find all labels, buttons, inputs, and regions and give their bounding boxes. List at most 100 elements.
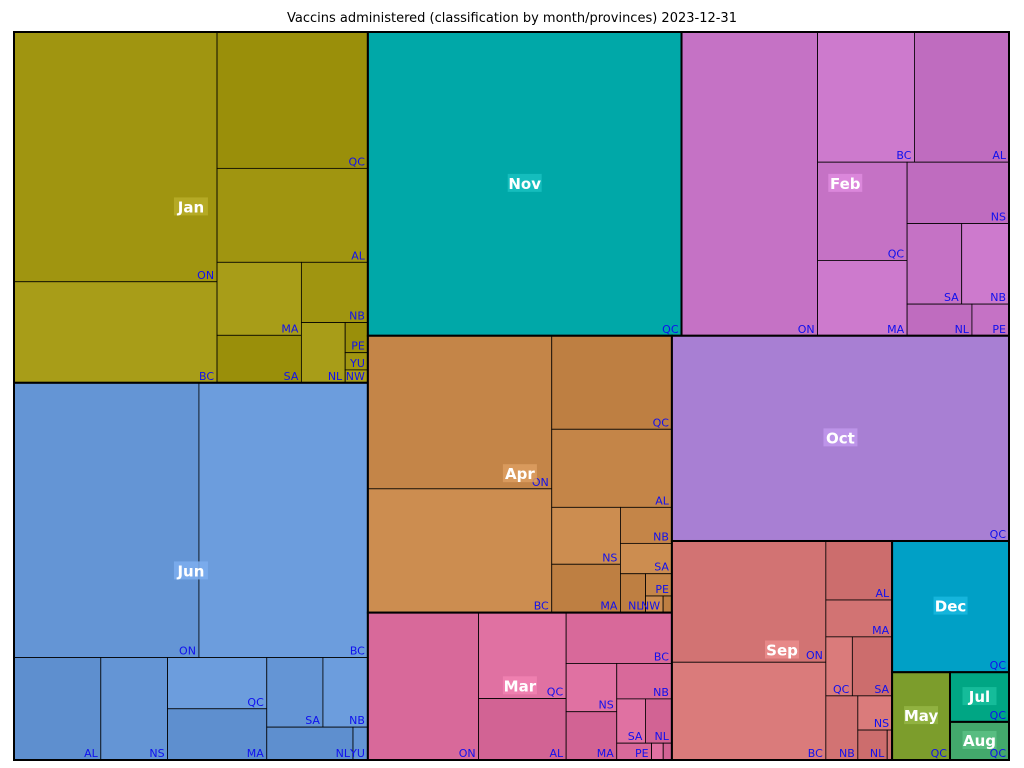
cell-jan-bc [13,281,218,384]
cell-label-jun-al: AL [84,747,99,760]
cell-mar-on [367,612,480,761]
cell-feb-al [914,31,1010,163]
cell-label-jun-on: ON [179,645,196,658]
cell-jan-on [13,31,218,283]
month-label-bg-nov [507,173,542,192]
cell-mar-yu [662,742,673,761]
cell-label-feb-qc: QC [888,247,905,260]
cell-label-feb-pe: PE [992,323,1006,336]
cell-label-sep-nl: NL [870,747,885,760]
month-label-may: May [904,707,939,725]
cell-label-jun-nl: NL [336,747,351,760]
cell-sep-qc [825,636,853,697]
cell-jun-ma [167,708,268,761]
cell-label-jun-bc: BC [350,645,365,658]
month-label-bg-jun [173,561,208,580]
month-block-mar: ON QC AL BC NS MA NB SA NL PE [366,611,673,761]
month-block-feb: ON BC AL QC MA NS SA NB NL PE [680,31,1010,337]
cell-label-jan-bc: BC [199,370,214,383]
cell-label-mar-nl: NL [655,730,670,743]
cell-label-jun-sa: SA [305,714,320,727]
cell-label-apr-nb: NB [653,530,669,543]
cell-feb-bc [817,31,915,163]
cell-jun-on [13,382,200,658]
month-label-bg-feb [828,173,863,192]
month-label-feb: Feb [830,175,861,193]
cell-mar-ma [565,711,618,761]
cell-label-feb-al: AL [992,149,1007,162]
cell-label-jan-nb: NB [349,310,365,323]
cell-jan-nb [300,261,369,323]
cell-jan-al [216,167,369,263]
cell-apr-ns [551,506,621,565]
cell-label-sep-qc: QC [833,683,850,696]
cell-label-sep-al: AL [875,587,890,600]
cell-sep-al [825,540,893,601]
month-label-bg-oct [823,428,858,447]
cell-label-feb-ns: NS [991,211,1006,224]
cell-label-dec-qc: QC [990,659,1007,672]
cell-label-apr-al: AL [655,494,670,507]
cell-sep-on [671,540,827,663]
cell-jan-sa [216,334,302,384]
cell-jan-ma [216,261,302,336]
cell-label-jan-sa: SA [284,370,299,383]
cell-label-mar-ns: NS [599,699,614,712]
cell-label-jun-nb: NB [349,714,365,727]
cell-sep-ns [857,695,893,731]
cell-apr-yu [662,595,673,614]
cell-label-sep-bc: BC [808,747,823,760]
cell-label-sep-nb: NB [839,747,855,760]
month-label-bg-jan [173,197,208,216]
cell-apr-al [551,428,673,508]
month-label-bg-apr [502,464,537,483]
cell-label-feb-on: ON [798,323,815,336]
month-label-bg-sep [765,640,800,659]
cell-feb-ns [906,161,1010,224]
cell-label-mar-ma: MA [597,747,614,760]
month-label-mar: Mar [504,677,537,695]
cell-apr-bc [367,488,553,614]
cell-label-sep-sa: SA [874,683,889,696]
cell-label-apr-nw: NW [641,600,660,613]
cell-label-sep-ma: MA [872,624,889,637]
cell-mar-al [478,698,567,761]
month-label-jul: Jul [968,688,990,706]
cell-label-oct-qc: QC [990,528,1007,541]
month-label-jun: Jun [176,562,204,580]
cell-sep-bc [671,661,827,761]
cell-label-jul-qc: QC [990,709,1007,722]
cell-label-jan-al: AL [351,249,366,262]
month-label-nov: Nov [508,175,541,193]
month-label-bg-mar [502,676,537,695]
cell-jun-al [13,657,102,761]
cell-label-feb-nl: NL [955,323,970,336]
cell-apr-nb [620,506,673,544]
cell-label-jun-ns: NS [149,747,164,760]
cell-label-nov-qc: QC [662,323,679,336]
month-block-jun: ON BC AL NS QC MA SA NB NL YU [13,381,369,761]
cell-apr-qc [551,335,673,430]
cell-label-may-qc: QC [931,747,948,760]
cell-label-jun-qc: QC [247,696,264,709]
cell-label-aug-qc: QC [990,747,1007,760]
cell-jun-qc [167,657,268,710]
cell-label-mar-qc: QC [547,686,564,699]
cell-label-jan-qc: QC [349,155,366,168]
cell-jan-nl [300,322,346,384]
month-label-apr: Apr [505,465,535,483]
cell-label-apr-bc: BC [534,600,549,613]
month-border-aug [948,720,1010,761]
month-label-bg-jul [962,687,997,706]
cell-label-apr-qc: QC [653,416,670,429]
cell-label-apr-pe: PE [655,583,669,596]
cell-label-apr-ns: NS [602,551,617,564]
cell-label-mar-sa: SA [628,730,643,743]
cell-label-mar-bc: BC [654,650,669,663]
cell-jun-nl [266,726,354,761]
month-label-bg-may [904,706,939,725]
cell-apr-sa [620,542,673,575]
cell-label-feb-nb: NB [990,291,1006,304]
